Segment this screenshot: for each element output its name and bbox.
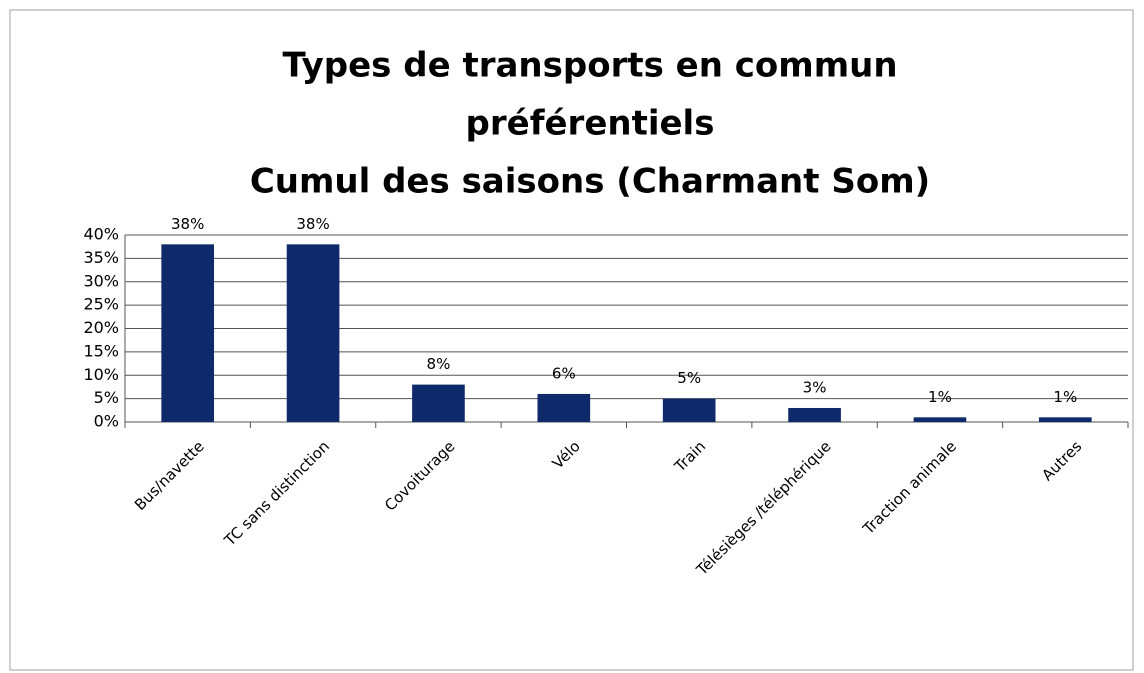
y-tick-label: 25% (83, 295, 119, 314)
data-label: 1% (1053, 388, 1077, 406)
data-label: 1% (928, 388, 952, 406)
bar (788, 407, 841, 422)
y-tick-label: 5% (94, 388, 119, 407)
y-tick-label: 20% (83, 318, 119, 337)
y-tick-label: 30% (83, 271, 119, 290)
bar (913, 417, 967, 422)
data-label: 3% (803, 378, 827, 396)
bar (286, 244, 340, 422)
y-tick-label: 15% (83, 341, 119, 360)
y-tick-label: 0% (94, 412, 119, 431)
y-tick-label: 10% (83, 365, 119, 384)
bar (537, 393, 591, 422)
chart-title: Types de transports en commun (282, 46, 897, 86)
y-tick-label: 40% (83, 225, 119, 244)
bar (662, 398, 716, 422)
data-label: 6% (552, 364, 576, 382)
data-label: 8% (427, 355, 451, 373)
bar (1038, 417, 1092, 422)
chart-title: Cumul des saisons (Charmant Som) (250, 162, 930, 202)
data-label: 5% (677, 369, 701, 387)
y-tick-label: 35% (83, 248, 119, 267)
data-label: 38% (296, 215, 329, 233)
bar (412, 384, 465, 422)
chart-title: préférentiels (466, 104, 715, 144)
data-label: 38% (171, 215, 204, 233)
bar (161, 244, 215, 422)
